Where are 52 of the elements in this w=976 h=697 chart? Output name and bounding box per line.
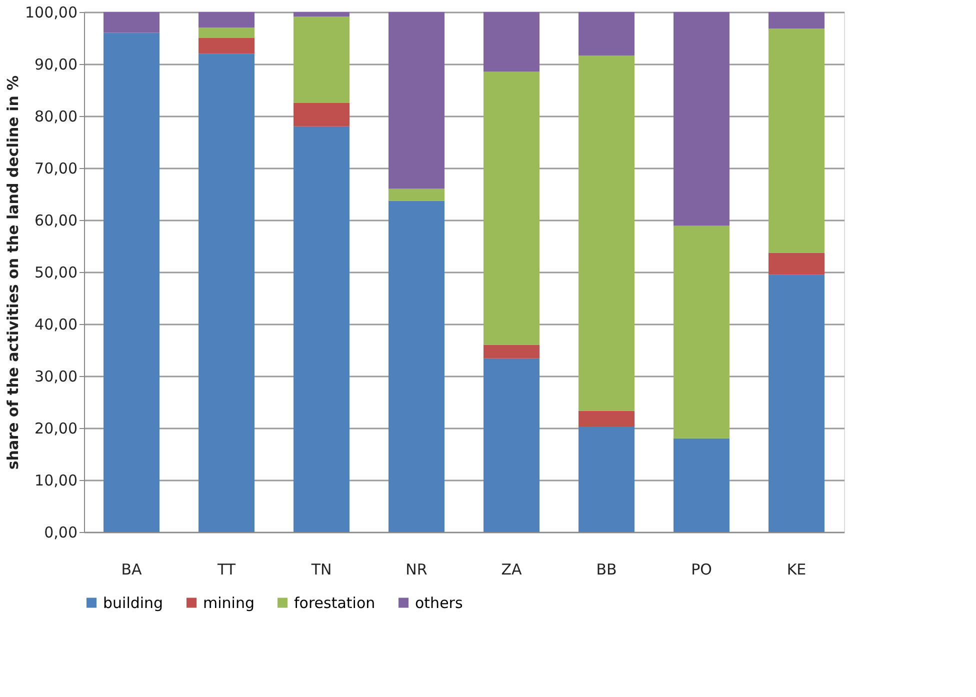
bar bbox=[388, 200, 444, 532]
bar bbox=[388, 188, 444, 201]
bar bbox=[674, 226, 730, 438]
y-axis-title: share of the activities on the land decline in % bbox=[4, 75, 22, 470]
bar bbox=[578, 56, 634, 411]
bar bbox=[768, 252, 824, 275]
bar bbox=[294, 12, 350, 17]
x-tick-label: BA bbox=[121, 560, 143, 578]
x-tick-label: TT bbox=[216, 560, 236, 578]
bar bbox=[578, 426, 634, 532]
bar bbox=[198, 38, 254, 54]
bar bbox=[578, 12, 634, 56]
x-tick-label: KE bbox=[786, 560, 806, 578]
bar bbox=[484, 72, 540, 345]
bar bbox=[388, 12, 444, 189]
y-tick-label: 80,00 bbox=[34, 108, 78, 126]
y-tick-label: 20,00 bbox=[34, 420, 78, 438]
bar bbox=[674, 438, 730, 532]
bar bbox=[484, 12, 540, 72]
x-tick-label: PO bbox=[691, 560, 712, 578]
legend-label: forestation bbox=[294, 594, 376, 612]
y-tick-label: 100,00 bbox=[25, 4, 78, 22]
y-tick-label: 60,00 bbox=[34, 212, 78, 230]
y-tick-label: 10,00 bbox=[34, 472, 78, 490]
y-tick-label: 40,00 bbox=[34, 316, 78, 334]
x-tick-label: TN bbox=[310, 560, 332, 578]
bar bbox=[768, 12, 824, 29]
y-tick-label: 50,00 bbox=[34, 264, 78, 282]
bar bbox=[294, 16, 350, 103]
legend-label: others bbox=[415, 594, 463, 612]
bar bbox=[198, 28, 254, 38]
bar bbox=[104, 12, 160, 33]
legend-label: mining bbox=[203, 594, 254, 612]
x-tick-label: BB bbox=[596, 560, 617, 578]
bar bbox=[294, 126, 350, 532]
y-tick-label: 70,00 bbox=[34, 160, 78, 178]
y-tick-label: 90,00 bbox=[34, 56, 78, 74]
bar bbox=[484, 358, 540, 532]
bar bbox=[294, 103, 350, 126]
bar bbox=[198, 54, 254, 532]
bar bbox=[578, 410, 634, 426]
y-tick-label: 0,00 bbox=[44, 524, 78, 542]
bar bbox=[768, 28, 824, 253]
bar bbox=[674, 12, 730, 226]
bar bbox=[484, 344, 540, 358]
bar bbox=[768, 274, 824, 532]
x-tick-label: NR bbox=[406, 560, 428, 578]
y-tick-label: 30,00 bbox=[34, 368, 78, 386]
bar bbox=[104, 32, 160, 532]
x-tick-label: ZA bbox=[501, 560, 522, 578]
bar bbox=[198, 12, 254, 28]
legend-label: building bbox=[103, 594, 164, 612]
